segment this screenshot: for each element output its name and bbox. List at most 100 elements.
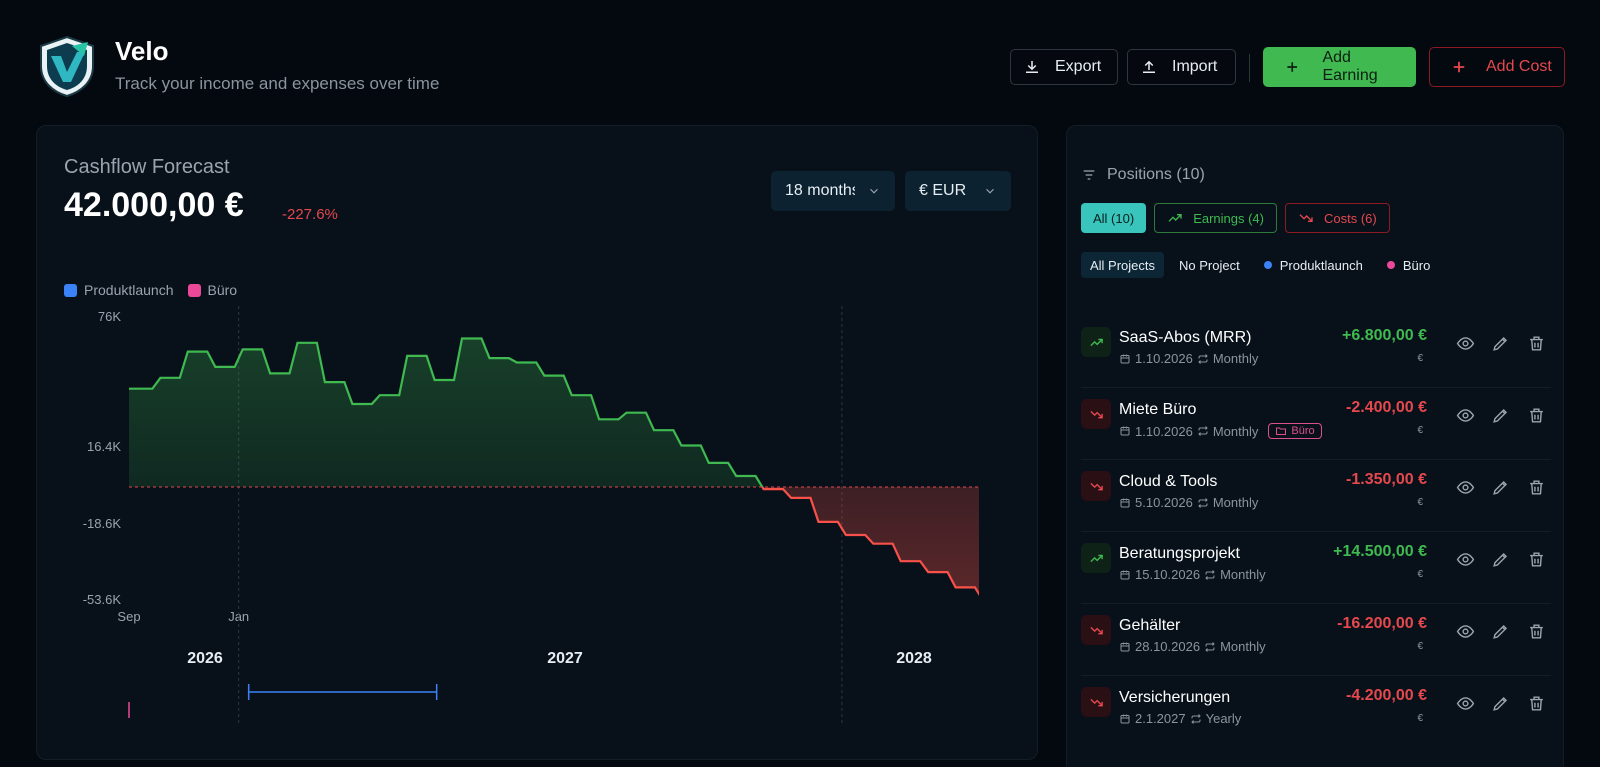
project-none[interactable]: No Project — [1179, 257, 1240, 273]
trash-icon — [1529, 407, 1543, 423]
delete-button[interactable] — [1525, 404, 1547, 426]
pencil-icon — [1492, 336, 1507, 351]
filter-earnings[interactable]: Earnings (4) — [1154, 203, 1277, 233]
series-line-positive — [129, 337, 764, 487]
legend-label: Produktlaunch — [84, 282, 174, 298]
x-tick-label: Sep — [117, 609, 140, 624]
trash-icon — [1529, 335, 1543, 351]
view-button[interactable] — [1454, 476, 1476, 498]
add-cost-label: Add Cost — [1486, 58, 1552, 75]
calendar-icon — [1120, 570, 1130, 579]
edit-button[interactable] — [1489, 548, 1511, 570]
position-amount: +6.800,00 € — [1342, 327, 1427, 344]
delete-button[interactable] — [1525, 476, 1547, 498]
range-select[interactable]: 18 months — [771, 171, 895, 211]
project-tag-label: Büro — [1291, 425, 1315, 437]
positions-header: Positions (10) — [1081, 166, 1205, 184]
position-frequency: Monthly — [1212, 423, 1259, 439]
chart-legend: Produktlaunch Büro — [64, 282, 237, 298]
year-label: 2027 — [547, 650, 583, 667]
import-label: Import — [1172, 58, 1218, 75]
repeat-icon — [1198, 497, 1208, 508]
position-meta: 1.10.2026 Monthly Büro — [1119, 423, 1322, 439]
import-button[interactable]: Import — [1127, 49, 1236, 85]
position-currency: € — [1417, 497, 1423, 508]
positions-list: SaaS-Abos (MRR) 1.10.2026 Monthly +6.800,00… — [1081, 316, 1551, 748]
trending-down-icon — [1089, 482, 1103, 490]
project-produktlaunch[interactable]: Produktlaunch — [1255, 252, 1372, 278]
add-earning-label: Add Earning — [1322, 49, 1378, 84]
y-tick-label: 16.4K — [87, 439, 121, 454]
position-row[interactable]: Cloud & Tools 5.10.2026 Monthly -1.350,00 €… — [1081, 460, 1551, 532]
edit-button[interactable] — [1489, 404, 1511, 426]
view-button[interactable] — [1454, 548, 1476, 570]
position-type-badge — [1081, 471, 1111, 501]
repeat-icon — [1198, 426, 1208, 436]
trending-down-icon — [1089, 626, 1103, 634]
calendar-icon — [1120, 354, 1130, 363]
positions-title: Positions (10) — [1107, 166, 1205, 183]
delete-button[interactable] — [1525, 620, 1547, 642]
legend-item-buero[interactable]: Büro — [187, 282, 238, 298]
delete-button[interactable] — [1525, 548, 1547, 570]
project-buero[interactable]: Büro — [1378, 252, 1439, 278]
edit-button[interactable] — [1489, 692, 1511, 714]
position-row[interactable]: SaaS-Abos (MRR) 1.10.2026 Monthly +6.800,00… — [1081, 316, 1551, 388]
export-button[interactable]: Export — [1010, 49, 1118, 85]
edit-button[interactable] — [1489, 476, 1511, 498]
position-name: SaaS-Abos (MRR) — [1119, 329, 1252, 346]
position-type-badge — [1081, 687, 1111, 717]
position-meta: 28.10.2026 Monthly — [1119, 639, 1266, 654]
repeat-icon — [1190, 713, 1201, 724]
upload-icon — [1143, 60, 1155, 73]
cashflow-chart[interactable]: 76K 16.4K -18.6K -53.6K Sep Jan 2026 2027 2028 — [37, 126, 1037, 759]
pencil-icon — [1492, 552, 1507, 567]
position-type-badge — [1081, 543, 1111, 573]
position-row[interactable]: Gehälter 28.10.2026 Monthly -16.200,00 € € — [1081, 604, 1551, 676]
trash-icon — [1529, 695, 1543, 711]
pencil-icon — [1492, 480, 1507, 495]
filter-costs[interactable]: Costs (6) — [1285, 203, 1390, 233]
eye-icon — [1456, 480, 1474, 494]
position-type-badge — [1081, 399, 1111, 429]
legend-label: Büro — [207, 282, 238, 298]
filter-all[interactable]: All (10) — [1081, 203, 1147, 233]
app-header: Velo Track your income and expenses over… — [0, 0, 1600, 120]
edit-button[interactable] — [1489, 332, 1511, 354]
trending-up-icon — [1089, 554, 1103, 562]
export-label: Export — [1055, 58, 1102, 75]
view-button[interactable] — [1454, 620, 1476, 642]
eye-icon — [1456, 552, 1474, 566]
delete-button[interactable] — [1525, 332, 1547, 354]
position-type-badge — [1081, 327, 1111, 357]
edit-button[interactable] — [1489, 620, 1511, 642]
currency-select[interactable]: € EUR — [905, 171, 1011, 211]
position-frequency: Monthly — [1220, 639, 1266, 654]
position-currency: € — [1417, 713, 1423, 724]
forecast-title: Cashflow Forecast — [64, 156, 230, 178]
plus-icon — [1453, 61, 1465, 73]
add-earning-button[interactable]: Add Earning — [1263, 47, 1416, 87]
view-button[interactable] — [1454, 692, 1476, 714]
project-label: Büro — [1402, 257, 1431, 273]
position-meta: 2.1.2027 Yearly — [1119, 711, 1241, 726]
trending-up-icon — [1168, 214, 1182, 222]
position-row[interactable]: Miete Büro 1.10.2026 Monthly Büro -2.400,00 … — [1081, 388, 1551, 460]
position-name: Beratungsprojekt — [1119, 545, 1240, 562]
add-cost-button[interactable]: Add Cost — [1429, 47, 1565, 87]
project-all[interactable]: All Projects — [1081, 252, 1165, 278]
legend-item-produktlaunch[interactable]: Produktlaunch — [64, 282, 174, 298]
position-amount: -16.200,00 € — [1337, 615, 1427, 632]
calendar-icon — [1120, 426, 1130, 436]
position-name: Miete Büro — [1119, 401, 1197, 418]
range-select-value: 18 months — [785, 182, 855, 199]
position-row[interactable]: Beratungsprojekt 15.10.2026 Monthly +14.500… — [1081, 532, 1551, 604]
delete-button[interactable] — [1525, 692, 1547, 714]
app-subtitle: Track your income and expenses over time — [115, 74, 440, 93]
eye-icon — [1456, 408, 1474, 422]
view-button[interactable] — [1454, 404, 1476, 426]
position-row[interactable]: Versicherungen 2.1.2027 Yearly -4.200,00 € € — [1081, 676, 1551, 748]
view-button[interactable] — [1454, 332, 1476, 354]
type-filters: All (10) Earnings (4) Costs (6) — [1081, 203, 1390, 233]
position-name: Versicherungen — [1119, 689, 1231, 706]
